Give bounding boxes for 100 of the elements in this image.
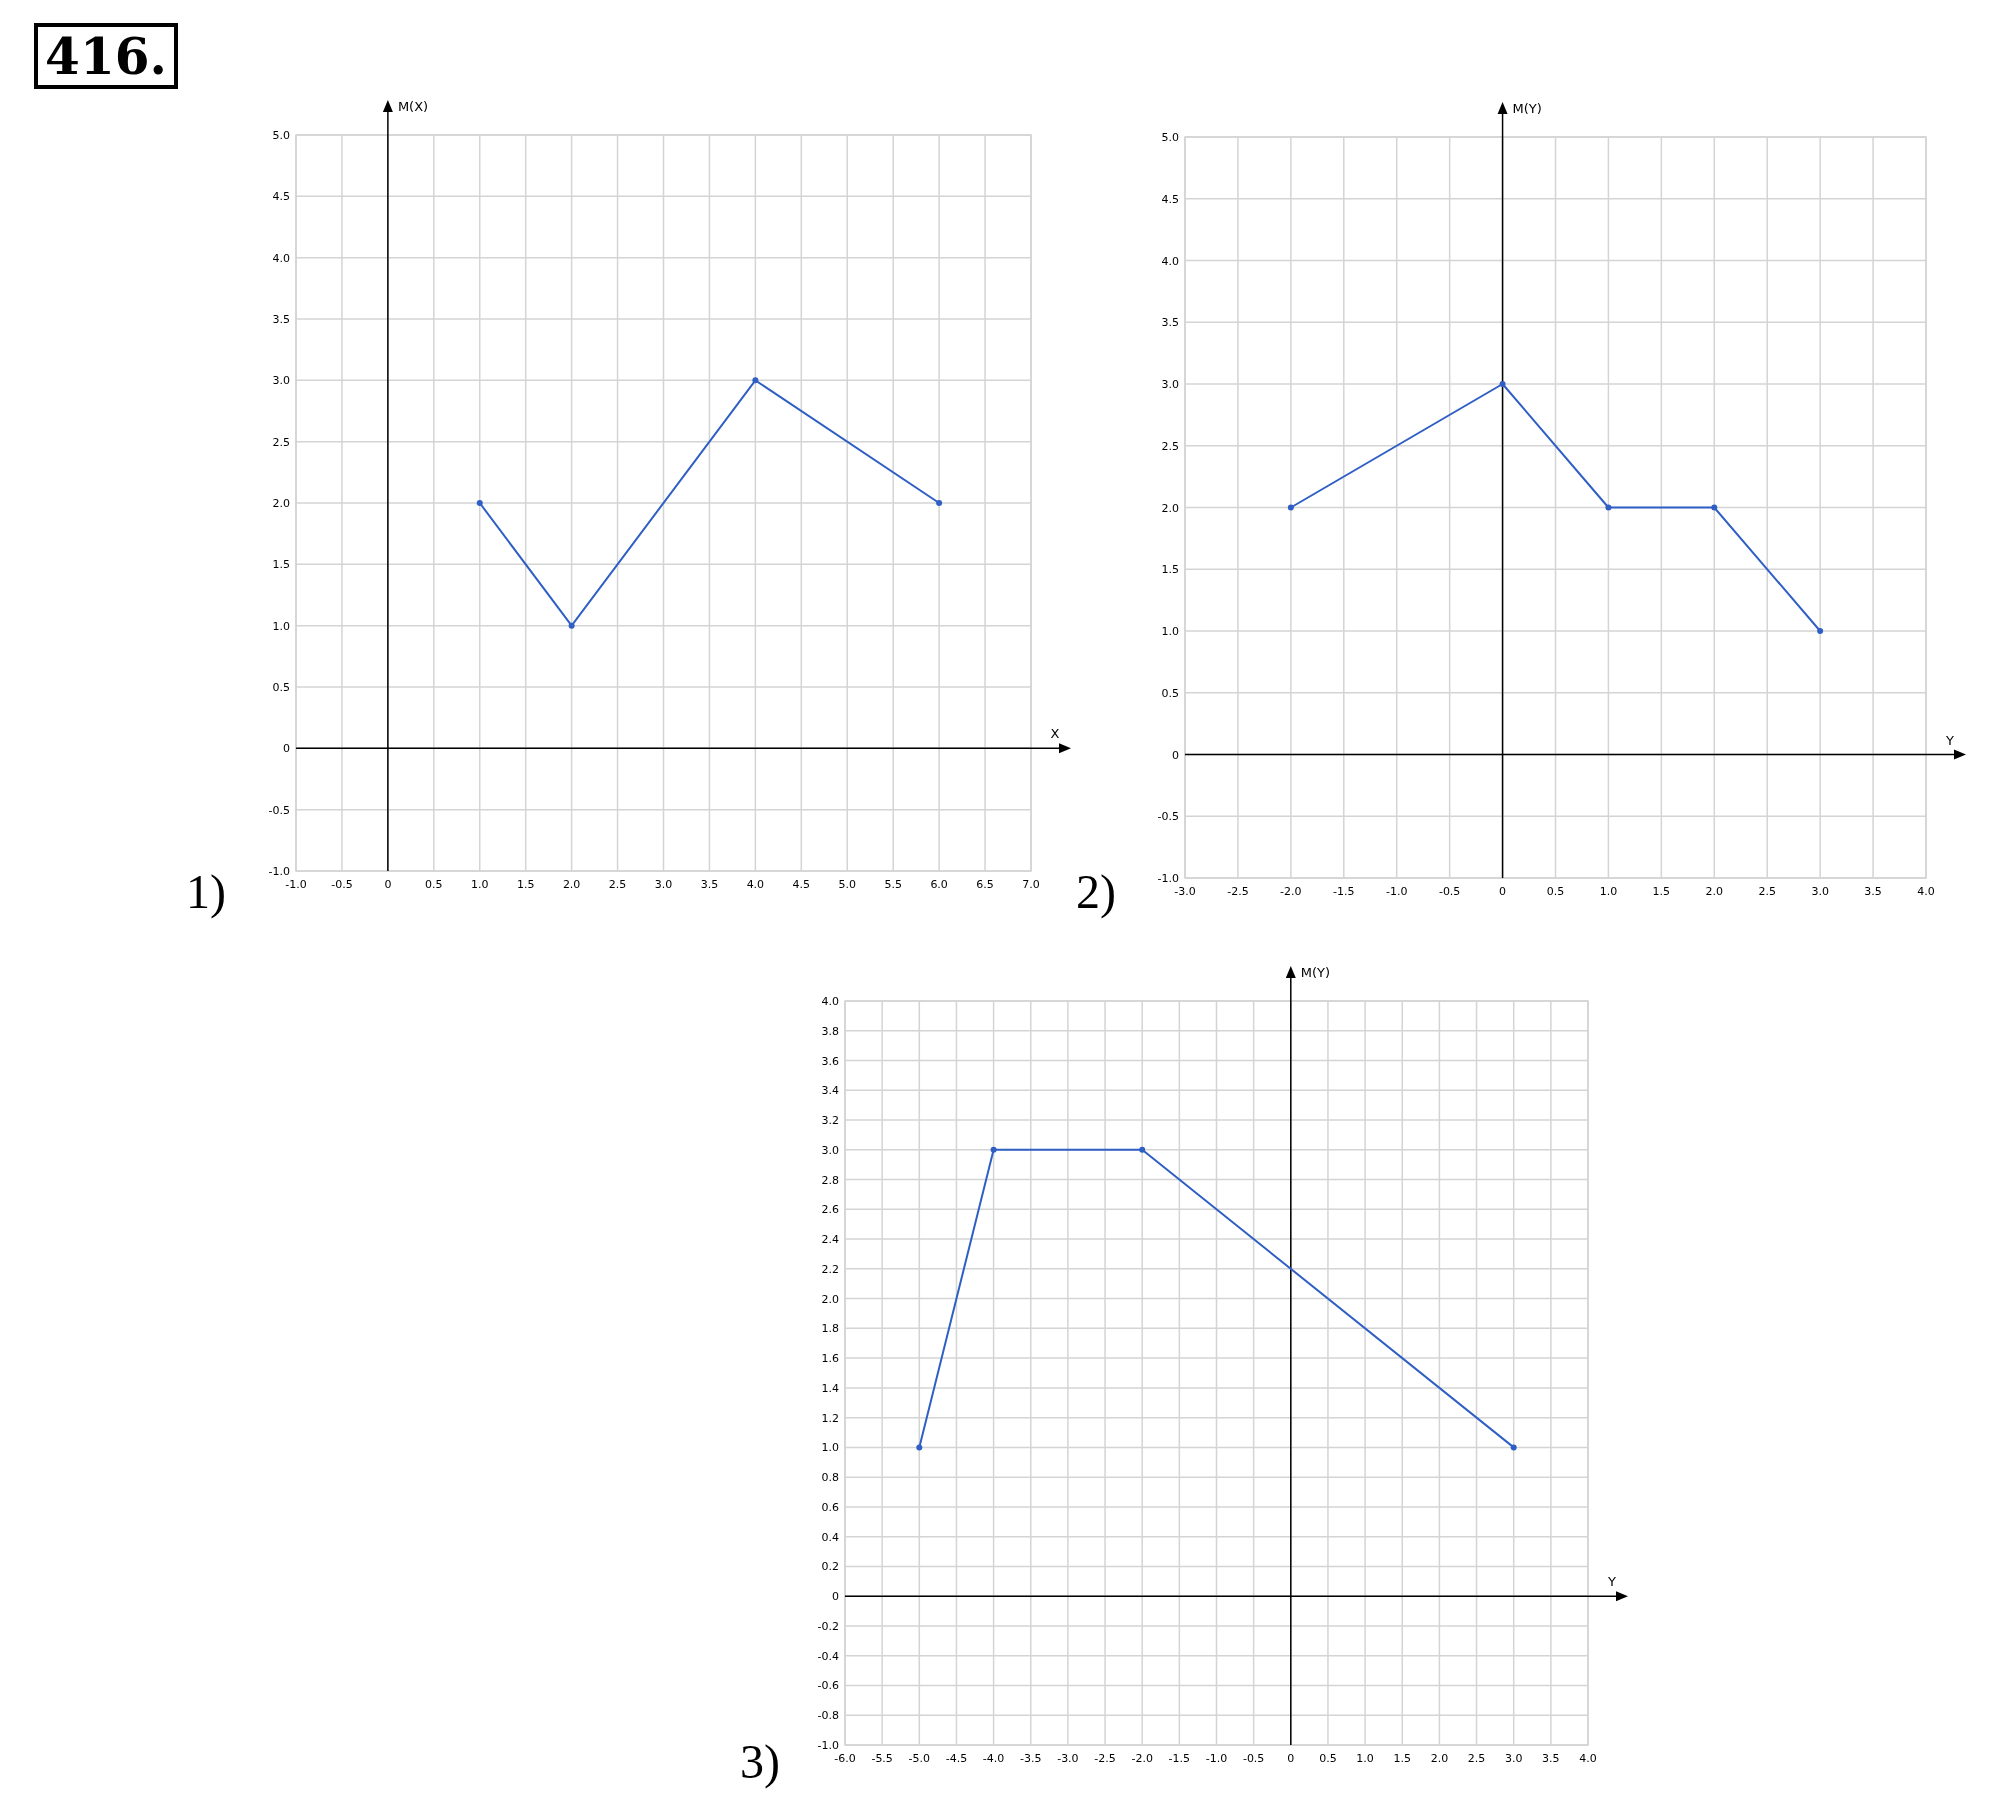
x-tick-label: -2.5	[1227, 885, 1249, 898]
x-tick-label: -2.0	[1280, 885, 1302, 898]
x-tick-label: 3.5	[1542, 1752, 1560, 1765]
y-tick-label: -0.8	[817, 1709, 839, 1723]
x-tick-label: 2.0	[1705, 885, 1724, 898]
y-axis-title: M(Y)	[1300, 965, 1331, 980]
x-tick-label: 2.0	[562, 878, 581, 891]
x-tick-label: 3.0	[1811, 885, 1829, 898]
x-tick-label: 3.0	[654, 878, 673, 891]
text: 416.	[45, 27, 167, 86]
x-tick-label: -6.0	[834, 1752, 856, 1765]
x-tick-label: 1.0	[1356, 1752, 1374, 1765]
x-tick-label: 2.5	[1758, 885, 1776, 898]
y-tick-label: 3.0	[1161, 378, 1179, 391]
y-tick-label: 1.5	[272, 558, 290, 572]
x-tick-label: -1.5	[1333, 885, 1355, 898]
text: 1)	[186, 865, 226, 919]
x-tick-label: -3.5	[1020, 1752, 1042, 1765]
y-tick-label: 1.6	[821, 1352, 839, 1366]
x-tick-label: 0	[1499, 885, 1507, 898]
y-tick-label: -1.0	[268, 865, 290, 878]
y-tick-label: 4.5	[1161, 192, 1179, 206]
x-tick-label: -0.5	[1242, 1752, 1265, 1765]
y-tick-label: 3.2	[821, 1114, 839, 1128]
x-tick-label: 5.5	[884, 878, 902, 891]
x-tick-label: -2.5	[1094, 1752, 1116, 1765]
y-tick-label: 2.0	[821, 1292, 839, 1306]
y-tick-label: 3.4	[821, 1084, 839, 1098]
y-axis-title: M(X)	[397, 99, 429, 114]
x-tick-label: 0	[384, 878, 392, 891]
x-tick-label: 1.0	[1599, 885, 1618, 898]
x-tick-label: 7.0	[1022, 878, 1040, 891]
x-tick-label: 1.5	[1652, 885, 1671, 898]
x-tick-label: -0.5	[1438, 885, 1461, 898]
y-tick-label: 0	[283, 742, 290, 756]
y-tick-label: 3.0	[272, 374, 290, 388]
y-tick-label: 0.5	[272, 681, 290, 694]
y-tick-label: -1.0	[817, 1739, 839, 1752]
y-tick-label: 0.2	[821, 1560, 839, 1574]
x-tick-label: -1.0	[1385, 885, 1408, 898]
y-tick-label: 3.6	[821, 1054, 839, 1068]
y-tick-label: 2.4	[821, 1233, 839, 1247]
y-tick-label: 2.8	[821, 1173, 839, 1187]
y-tick-label: 4.5	[272, 190, 290, 204]
y-tick-label: 5.0	[272, 129, 290, 142]
x-tick-label: 0.5	[1546, 885, 1565, 898]
x-tick-label: 0	[1287, 1752, 1295, 1765]
y-tick-label: 2.6	[821, 1203, 839, 1217]
y-tick-label: 4.0	[821, 995, 839, 1008]
x-tick-label: 4.0	[746, 878, 765, 891]
x-tick-label: 3.5	[700, 878, 719, 891]
x-tick-label: 3.0	[1504, 1752, 1523, 1765]
x-tick-label: -1.5	[1168, 1752, 1191, 1765]
x-tick-label: 4.0	[1579, 1752, 1597, 1765]
y-tick-label: 0.4	[821, 1530, 839, 1544]
x-tick-label: 3.5	[1864, 885, 1882, 898]
x-tick-label: -5.0	[908, 1752, 931, 1765]
y-tick-label: 0	[832, 1590, 839, 1604]
y-tick-label: 0.6	[821, 1500, 839, 1514]
x-tick-label: -1.0	[1205, 1752, 1228, 1765]
x-tick-label: -3.0	[1057, 1752, 1079, 1765]
x-tick-label: 2.5	[1467, 1752, 1486, 1765]
x-tick-label: 6.0	[930, 878, 948, 891]
point	[568, 622, 575, 629]
y-tick-label: -0.5	[268, 803, 290, 817]
point	[752, 377, 759, 384]
y-tick-label: 1.8	[821, 1322, 839, 1336]
point	[476, 500, 483, 506]
y-tick-label: 2.2	[821, 1262, 839, 1276]
y-tick-label: 3.0	[821, 1143, 839, 1157]
y-tick-label: 1.2	[821, 1411, 839, 1425]
x-axis-title: Y	[1945, 732, 1955, 748]
y-tick-label: 2.5	[272, 435, 290, 449]
y-tick-label: 1.5	[1161, 563, 1179, 577]
y-tick-label: 4.0	[1161, 254, 1179, 268]
x-tick-label: -1.0	[285, 878, 307, 891]
y-tick-label: 2.0	[1161, 501, 1179, 515]
y-tick-label: 1.0	[1161, 625, 1179, 638]
y-axis-title: M(Y)	[1512, 101, 1542, 116]
x-tick-label: -5.5	[871, 1752, 893, 1765]
point	[1499, 381, 1506, 387]
point	[1287, 504, 1294, 511]
y-tick-label: -0.5	[1157, 810, 1179, 824]
y-tick-label: 1.0	[821, 1441, 839, 1455]
x-tick-label: 4.0	[1917, 885, 1935, 898]
y-tick-label: 4.0	[272, 251, 290, 265]
text: 2)	[1076, 865, 1116, 919]
x-tick-label: 2.0	[1430, 1752, 1449, 1765]
x-tick-label: 6.5	[976, 878, 994, 891]
x-tick-label: -2.0	[1131, 1752, 1153, 1765]
point	[936, 500, 943, 506]
point	[1605, 504, 1612, 511]
point	[1817, 628, 1824, 634]
x-tick-label: 1.0	[471, 878, 489, 891]
y-tick-label: 2.5	[1161, 439, 1179, 453]
y-tick-label: 1.4	[821, 1381, 839, 1395]
y-tick-label: 0.8	[821, 1471, 839, 1485]
y-tick-label: 2.0	[272, 497, 290, 510]
x-tick-label: -4.5	[945, 1752, 968, 1765]
y-tick-label: 0	[1172, 748, 1179, 762]
